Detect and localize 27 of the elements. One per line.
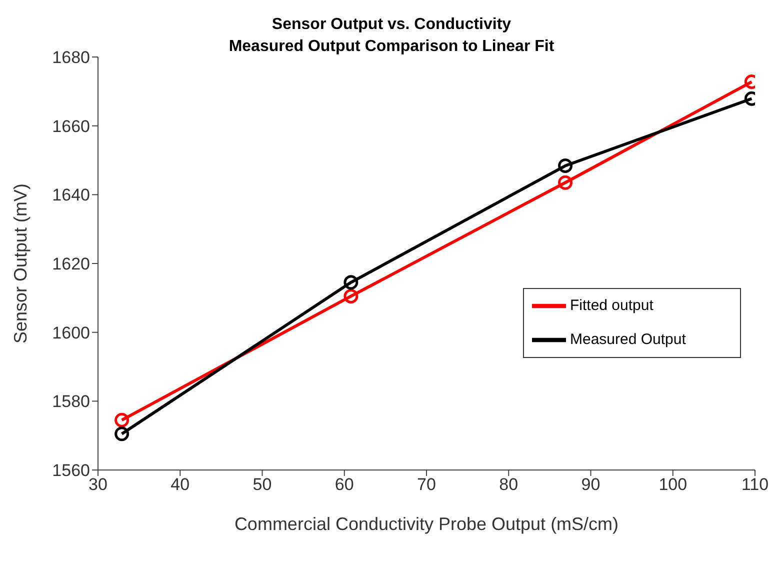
y-tick-label: 1620 [52,254,90,274]
point [558,158,573,174]
y-axis-title: Sensor Output (mV) [10,183,30,344]
point [114,426,130,442]
chart-title: Sensor Output vs. Conductivity Measured Output Comparison to Linear Fit [228,15,556,55]
x-tick-label: 100 [658,475,688,494]
x-tick-label: 60 [334,475,354,494]
y-tick-label: 1580 [52,392,90,412]
x-tick-label: 70 [417,475,436,494]
point [558,175,573,190]
x-tick-label: 80 [499,475,518,494]
x-tick-label: 90 [581,475,600,494]
y-tick-label: 1680 [52,48,90,68]
legend-label: Measured Output [570,331,686,348]
y-tick-label: 1660 [52,116,90,136]
x-tick-label: 50 [252,475,272,494]
x-tick-label: 110 [741,475,769,494]
y-tick-label: 1640 [52,186,90,205]
point [344,288,358,304]
x-axis-title: Commercial Conductivity Probe Output (mS/cm) [234,514,619,534]
y-tick-label: 1600 [52,323,90,342]
x-tick-label: 40 [170,475,190,494]
legend-label: Fitted output [570,297,654,314]
point [344,275,358,290]
y-tick-label: 1560 [52,461,90,480]
x-tick-label: 30 [88,475,108,494]
point [114,412,130,428]
